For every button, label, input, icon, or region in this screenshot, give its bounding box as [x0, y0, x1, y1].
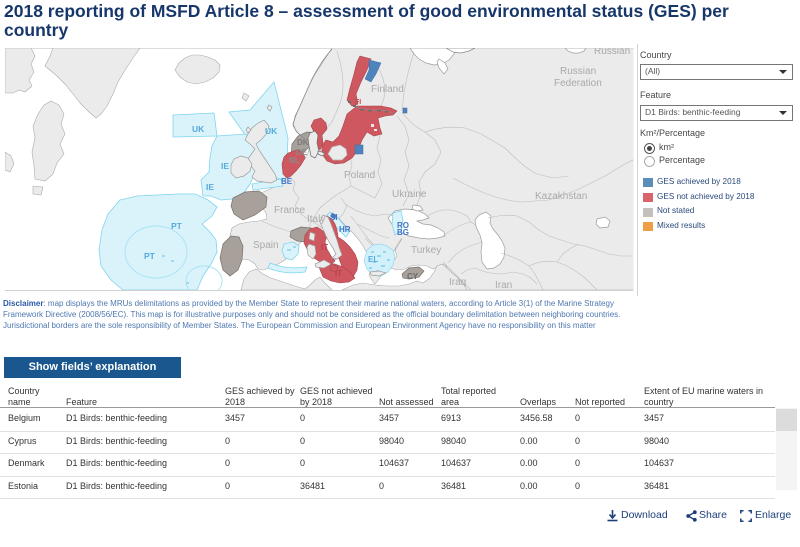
svg-text:UK: UK — [265, 126, 278, 136]
svg-text:France: France — [274, 205, 306, 216]
svg-text:EL: EL — [368, 255, 378, 264]
svg-text:PT: PT — [144, 251, 156, 261]
svg-text:SI: SI — [330, 213, 338, 222]
svg-text:IT: IT — [335, 269, 342, 278]
svg-text:IE: IE — [206, 182, 214, 192]
svg-text:UK: UK — [192, 124, 205, 134]
svg-text:CY: CY — [407, 272, 419, 281]
svg-text:Federation: Federation — [554, 78, 602, 89]
svg-text:Iraq: Iraq — [449, 277, 466, 288]
svg-text:Russian: Russian — [560, 66, 596, 77]
svg-text:IE: IE — [221, 161, 229, 171]
svg-text:Poland: Poland — [344, 170, 375, 181]
svg-text:DK: DK — [297, 138, 309, 147]
svg-text:BE: BE — [281, 177, 293, 186]
svg-text:RO: RO — [397, 221, 409, 230]
svg-text:Kazakhstan: Kazakhstan — [535, 191, 587, 202]
svg-text:Ukraine: Ukraine — [392, 189, 427, 200]
svg-text:HR: HR — [339, 225, 351, 234]
svg-text:NL: NL — [289, 156, 300, 165]
svg-text:Turkey: Turkey — [411, 245, 441, 256]
svg-text:Spain: Spain — [253, 240, 279, 251]
svg-text:Finland: Finland — [371, 84, 404, 95]
svg-text:IT: IT — [321, 243, 328, 252]
svg-text:FI: FI — [355, 99, 361, 106]
svg-text:DE: DE — [296, 148, 308, 157]
svg-text:Russian: Russian — [594, 48, 630, 57]
svg-text:BG: BG — [397, 228, 409, 237]
svg-text:Iran: Iran — [495, 280, 512, 291]
svg-text:PT: PT — [171, 221, 183, 231]
svg-text:Italy: Italy — [307, 214, 325, 225]
